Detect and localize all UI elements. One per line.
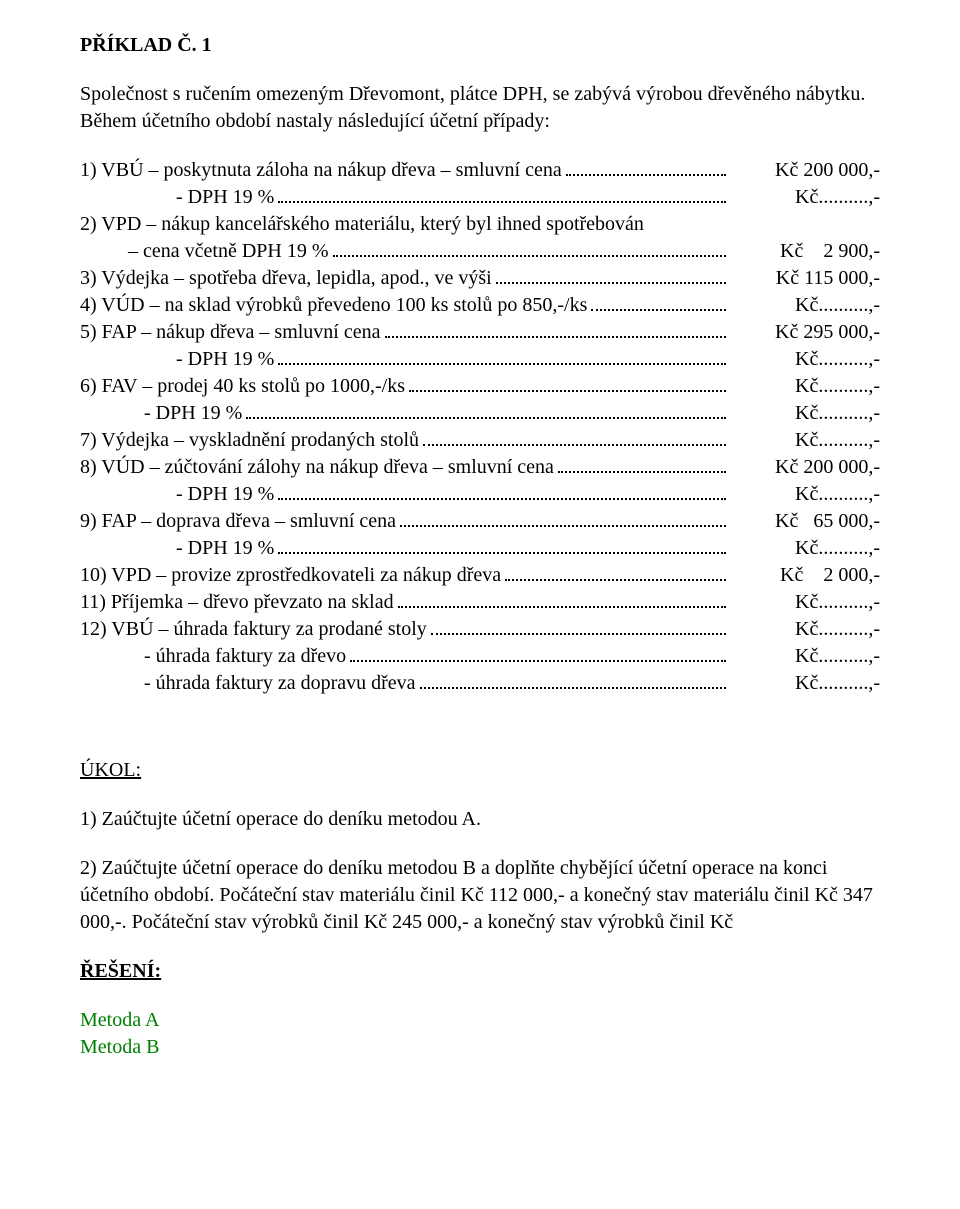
item-amount: Kč..........,- xyxy=(730,400,880,427)
item-lead-text: 1) VBÚ – poskytnuta záloha na nákup dřev… xyxy=(80,157,562,184)
accounting-items-list: 1) VBÚ – poskytnuta záloha na nákup dřev… xyxy=(80,157,880,697)
method-b-link[interactable]: Metoda B xyxy=(80,1034,880,1061)
item-line: – cena včetně DPH 19 % Kč 2 900,- xyxy=(80,238,880,265)
leader-dots xyxy=(246,401,726,419)
item-amount: Kč 200 000,- xyxy=(730,157,880,184)
item-amount: Kč..........,- xyxy=(730,589,880,616)
item-lead-text: 2) VPD – nákup kancelářského materiálu, … xyxy=(80,211,644,238)
item-amount: Kč 295 000,- xyxy=(730,319,880,346)
item-amount: Kč..........,- xyxy=(730,292,880,319)
item-amount: Kč..........,- xyxy=(730,373,880,400)
item-line: 1) VBÚ – poskytnuta záloha na nákup dřev… xyxy=(80,157,880,184)
task-1: 1) Zaúčtujte účetní operace do deníku me… xyxy=(80,806,880,833)
item-line: 5) FAP – nákup dřeva – smluvní cena Kč 29… xyxy=(80,319,880,346)
task-2: 2) Zaúčtujte účetní operace do deníku me… xyxy=(80,855,880,936)
leader-dots xyxy=(423,428,726,446)
item-amount: Kč..........,- xyxy=(730,616,880,643)
method-a-link[interactable]: Metoda A xyxy=(80,1007,880,1034)
item-lead-text: 11) Příjemka – dřevo převzato na sklad xyxy=(80,589,394,616)
item-amount: Kč..........,- xyxy=(730,481,880,508)
leader-dots xyxy=(278,185,726,203)
leader-dots xyxy=(398,590,726,608)
item-lead-text: 9) FAP – doprava dřeva – smluvní cena xyxy=(80,508,396,535)
item-line: 4) VÚD – na sklad výrobků převedeno 100 … xyxy=(80,292,880,319)
item-amount: Kč..........,- xyxy=(730,535,880,562)
item-amount: Kč..........,- xyxy=(730,643,880,670)
leader-dots xyxy=(420,671,726,689)
item-line: - úhrada faktury za dopravu dřeva Kč.....… xyxy=(80,670,880,697)
item-line: 7) Výdejka – vyskladnění prodaných stolů… xyxy=(80,427,880,454)
item-line: 8) VÚD – zúčtování zálohy na nákup dřeva… xyxy=(80,454,880,481)
item-lead-text: 7) Výdejka – vyskladnění prodaných stolů xyxy=(80,427,419,454)
item-amount: Kč 2 000,- xyxy=(730,562,880,589)
leader-dots xyxy=(333,239,727,257)
item-lead-text: 5) FAP – nákup dřeva – smluvní cena xyxy=(80,319,381,346)
item-lead-text: - DPH 19 % xyxy=(144,400,242,427)
item-line: - DPH 19 % Kč..........,- xyxy=(80,184,880,211)
item-lead-text: - DPH 19 % xyxy=(176,184,274,211)
intro-paragraph: Společnost s ručením omezeným Dřevomont,… xyxy=(80,81,880,135)
item-amount: Kč..........,- xyxy=(730,427,880,454)
item-amount: Kč..........,- xyxy=(730,346,880,373)
leader-dots xyxy=(431,617,726,635)
item-amount: Kč..........,- xyxy=(730,670,880,697)
item-amount: Kč 65 000,- xyxy=(730,508,880,535)
item-lead-text: – cena včetně DPH 19 % xyxy=(128,238,329,265)
solution-heading: ŘEŠENÍ: xyxy=(80,958,880,985)
item-line: 6) FAV – prodej 40 ks stolů po 1000,-/ks… xyxy=(80,373,880,400)
item-lead-text: 10) VPD – provize zprostředkovateli za n… xyxy=(80,562,501,589)
item-line: 11) Příjemka – dřevo převzato na sklad Kč… xyxy=(80,589,880,616)
item-amount: Kč 200 000,- xyxy=(730,454,880,481)
leader-dots xyxy=(278,482,726,500)
leader-dots xyxy=(278,536,726,554)
leader-dots xyxy=(496,266,726,284)
item-lead-text: - DPH 19 % xyxy=(176,535,274,562)
item-line: 3) Výdejka – spotřeba dřeva, lepidla, ap… xyxy=(80,265,880,292)
item-lead-text: - DPH 19 % xyxy=(176,346,274,373)
leader-dots xyxy=(350,644,726,662)
item-lead-text: 4) VÚD – na sklad výrobků převedeno 100 … xyxy=(80,292,587,319)
item-amount: Kč 2 900,- xyxy=(730,238,880,265)
leader-dots xyxy=(400,509,726,527)
item-line: - DPH 19 % Kč..........,- xyxy=(80,346,880,373)
item-line: - DPH 19 % Kč..........,- xyxy=(80,535,880,562)
leader-dots xyxy=(591,293,726,311)
leader-dots xyxy=(385,320,727,338)
item-line: 9) FAP – doprava dřeva – smluvní cena Kč … xyxy=(80,508,880,535)
leader-dots xyxy=(566,158,726,176)
item-lead-text: - úhrada faktury za dřevo xyxy=(144,643,346,670)
item-lead-text: 6) FAV – prodej 40 ks stolů po 1000,-/ks xyxy=(80,373,405,400)
item-amount: Kč..........,- xyxy=(730,184,880,211)
leader-dots xyxy=(409,374,726,392)
item-line: - úhrada faktury za dřevo Kč..........,- xyxy=(80,643,880,670)
item-amount: Kč 115 000,- xyxy=(730,265,880,292)
item-lead-text: - úhrada faktury za dopravu dřeva xyxy=(144,670,416,697)
item-line: 10) VPD – provize zprostředkovateli za n… xyxy=(80,562,880,589)
item-lead-text: 8) VÚD – zúčtování zálohy na nákup dřeva… xyxy=(80,454,554,481)
item-line: - DPH 19 % Kč..........,- xyxy=(80,481,880,508)
item-lead-text: - DPH 19 % xyxy=(176,481,274,508)
leader-dots xyxy=(505,563,726,581)
item-lead-text: 12) VBÚ – úhrada faktury za prodané stol… xyxy=(80,616,427,643)
leader-dots xyxy=(558,455,726,473)
item-line: - DPH 19 % Kč..........,- xyxy=(80,400,880,427)
item-line: 12) VBÚ – úhrada faktury za prodané stol… xyxy=(80,616,880,643)
example-title: PŘÍKLAD Č. 1 xyxy=(80,32,880,59)
item-lead-text: 3) Výdejka – spotřeba dřeva, lepidla, ap… xyxy=(80,265,492,292)
item-line: 2) VPD – nákup kancelářského materiálu, … xyxy=(80,211,880,238)
task-heading: ÚKOL: xyxy=(80,757,880,784)
leader-dots xyxy=(278,347,726,365)
